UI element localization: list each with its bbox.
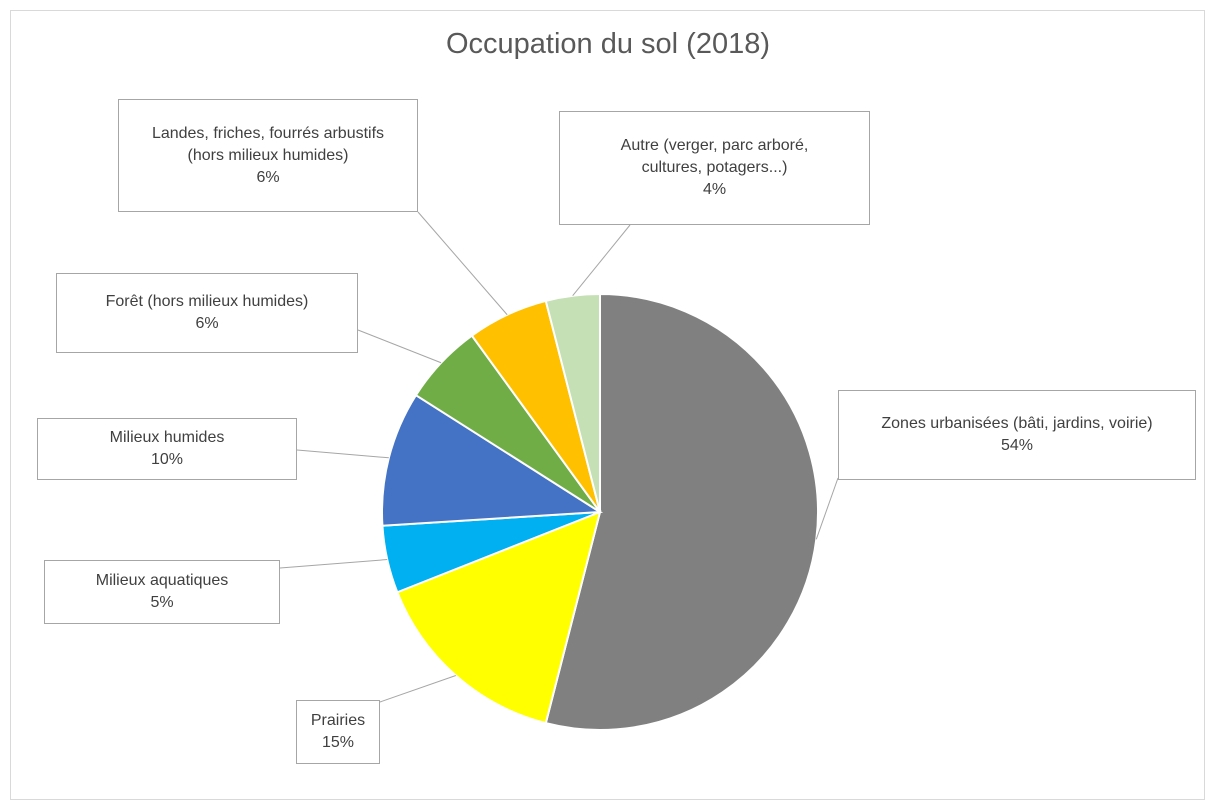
label-landes-line-1: Landes, friches, fourrés arbustifs <box>151 124 385 142</box>
label-landes: Landes, friches, fourrés arbustifs (hors… <box>118 99 418 212</box>
label-landes-line-2: (hors milieux humides) <box>187 146 349 164</box>
leader-line-zones-urbanisees <box>815 477 839 540</box>
label-aquatiques-line-1: Milieux aquatiques <box>95 572 229 589</box>
pie-slice-autre <box>544 292 601 513</box>
label-aquatiques-value: 5% <box>150 594 174 611</box>
leader-line-landes <box>417 211 508 316</box>
leader-line-milieux-humides <box>296 449 389 459</box>
leader-line-autre <box>572 224 631 297</box>
pie-slices <box>381 292 819 731</box>
chart-title: Occupation du sol (2018) <box>445 28 771 60</box>
label-autre: Autre (verger, parc arboré, cultures, po… <box>559 111 870 225</box>
label-foret: Forêt (hors milieux humides) 6% <box>56 273 358 353</box>
label-autre-line-1: Autre (verger, parc arboré, <box>620 137 809 154</box>
label-milieux-humides: Milieux humides 10% <box>37 418 297 480</box>
label-landes-value: 6% <box>256 168 280 186</box>
leader-line-milieux-aquatiques <box>279 559 388 569</box>
label-zones-value: 54% <box>1000 437 1034 454</box>
label-prairies: Prairies 15% <box>296 700 380 764</box>
label-autre-line-2: cultures, potagers...) <box>641 159 788 176</box>
label-milieux-aquatiques: Milieux aquatiques 5% <box>44 560 280 624</box>
pie-slice-zones-urbanisees <box>544 292 819 731</box>
label-humides-value: 10% <box>150 451 184 468</box>
label-autre-value: 4% <box>702 181 727 198</box>
leader-line-prairies <box>379 675 456 703</box>
label-foret-line-1: Forêt (hors milieux humides) <box>105 293 309 310</box>
leader-line-foret <box>357 329 442 364</box>
label-humides-line-1: Milieux humides <box>109 429 225 446</box>
label-foret-value: 6% <box>195 315 219 332</box>
pie-slice-prairies <box>396 510 602 725</box>
label-prairies-line-1: Prairies <box>310 712 366 729</box>
leader-lines <box>279 211 839 703</box>
label-prairies-value: 15% <box>321 734 355 751</box>
label-zones-line-1: Zones urbanisées (bâti, jardins, voirie) <box>881 415 1153 432</box>
label-zones-urbanisees: Zones urbanisées (bâti, jardins, voirie)… <box>838 390 1196 480</box>
